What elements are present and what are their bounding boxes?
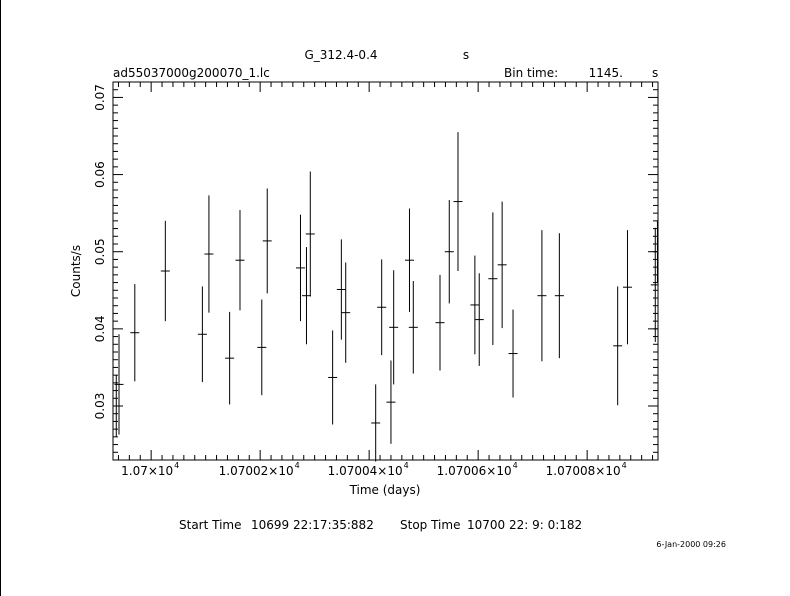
data-point <box>130 284 140 382</box>
x-tick-exponent: 4 <box>174 461 179 470</box>
data-point <box>613 286 623 406</box>
y-tick-label: 0.06 <box>93 161 107 188</box>
data-point <box>235 210 245 311</box>
data-point <box>474 273 484 366</box>
data-point <box>257 299 267 396</box>
x-axis-label: Time (days) <box>349 483 421 497</box>
object-title: G_312.4-0.4 <box>304 48 377 62</box>
data-point <box>262 188 272 294</box>
x-tick-exponent: 4 <box>622 461 627 470</box>
data-point <box>622 230 632 345</box>
y-axis-label: Counts/s <box>69 245 83 297</box>
data-point <box>508 309 518 398</box>
x-tick-label: 1.07002×10 <box>219 464 294 478</box>
data-point <box>408 281 418 374</box>
x-tick-exponent: 4 <box>295 461 300 470</box>
data-point <box>371 384 381 462</box>
data-point <box>453 132 463 271</box>
data-point <box>488 212 498 346</box>
x-tick-label: 1.07008×10 <box>546 464 621 478</box>
y-tick-label: 0.07 <box>93 84 107 111</box>
stop-time-label: Stop Time <box>400 518 460 532</box>
data-point <box>377 259 387 356</box>
x-tick-label: 1.07006×10 <box>437 464 512 478</box>
data-point <box>652 220 658 283</box>
data-point <box>404 208 414 312</box>
start-time-label: Start Time <box>179 518 242 532</box>
bin-time-unit: s <box>652 66 658 80</box>
bin-time-value: 1145. <box>589 66 623 80</box>
data-point <box>470 255 480 355</box>
x-tick-exponent: 4 <box>513 461 518 470</box>
x-axis-ticks: 1.07×10 4 1.07002×10 4 1.07004×10 4 1.07006×10… <box>117 82 654 478</box>
y-axis-ticks: 0.03 0.04 0.05 0.06 0.07 <box>93 81 658 461</box>
data-point <box>537 230 547 362</box>
data-point <box>160 220 170 322</box>
data-point <box>650 227 658 342</box>
data-point <box>114 334 124 435</box>
data-point <box>554 233 564 359</box>
stop-time-value: 10700 22: 9: 0:182 <box>467 518 582 532</box>
start-time-value: 10699 22:17:35:882 <box>251 518 374 532</box>
filename-label: ad55037000g200070_1.lc <box>113 66 270 80</box>
data-point <box>225 311 235 405</box>
data-point <box>386 360 396 444</box>
data-point <box>328 330 338 425</box>
y-tick-label: 0.05 <box>93 238 107 265</box>
date-stamp: 6-Jan-2000 09:26 <box>656 540 726 549</box>
plot-frame <box>112 81 659 461</box>
data-point <box>295 214 305 322</box>
data-point <box>305 171 315 297</box>
data-point <box>389 270 399 385</box>
data-point <box>341 262 351 363</box>
object-unit: s <box>463 48 469 62</box>
data-point <box>653 305 659 352</box>
bin-time-label: Bin time: <box>504 66 558 80</box>
data-point <box>336 239 346 340</box>
data-point <box>435 274 445 371</box>
data-point <box>444 200 454 304</box>
x-tick-exponent: 4 <box>404 461 409 470</box>
data-point <box>497 201 507 329</box>
data-point <box>197 286 207 383</box>
data-point <box>301 247 311 345</box>
y-tick-label: 0.04 <box>93 315 107 342</box>
y-tick-label: 0.03 <box>93 393 107 420</box>
data-points <box>113 132 659 462</box>
x-tick-label: 1.07×10 <box>121 464 173 478</box>
data-point <box>204 195 214 313</box>
x-tick-label: 1.07004×10 <box>328 464 403 478</box>
